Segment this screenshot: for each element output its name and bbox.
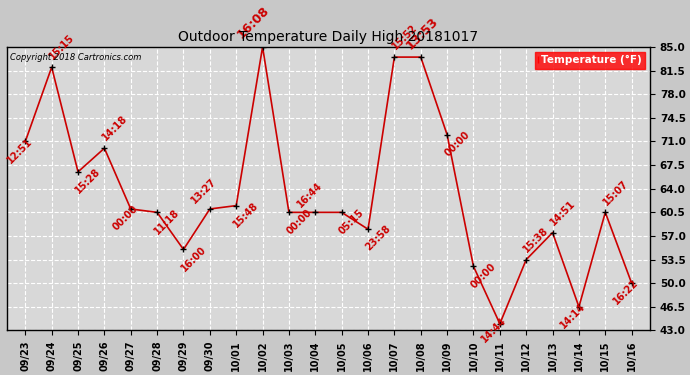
Text: 15:48: 15:48 <box>232 200 261 229</box>
Text: 13:53: 13:53 <box>404 14 441 52</box>
Text: 15:07: 15:07 <box>601 178 630 207</box>
Text: 14:14: 14:14 <box>559 302 588 330</box>
Text: 15:38: 15:38 <box>522 225 551 254</box>
Text: Copyright 2018 Cartronics.com: Copyright 2018 Cartronics.com <box>10 53 141 62</box>
Text: 14:44: 14:44 <box>480 315 509 344</box>
Text: 05:15: 05:15 <box>337 207 366 236</box>
Title: Outdoor Temperature Daily High 20181017: Outdoor Temperature Daily High 20181017 <box>179 30 479 44</box>
Text: 15:52: 15:52 <box>390 23 419 52</box>
Text: 12:51: 12:51 <box>5 136 34 165</box>
Text: 13:27: 13:27 <box>190 177 219 206</box>
Text: 14:18: 14:18 <box>100 114 129 143</box>
Text: 00:00: 00:00 <box>469 261 498 290</box>
Text: 16:44: 16:44 <box>295 180 324 209</box>
Text: 16:08: 16:08 <box>235 4 273 42</box>
Text: 11:18: 11:18 <box>152 207 181 236</box>
Text: 14:51: 14:51 <box>548 198 577 227</box>
Text: 00:00: 00:00 <box>284 207 313 236</box>
Legend: Temperature (°F): Temperature (°F) <box>535 52 645 69</box>
Text: 00:00: 00:00 <box>110 204 139 232</box>
Text: 23:58: 23:58 <box>364 224 393 253</box>
Text: 00:00: 00:00 <box>443 129 472 158</box>
Text: 16:00: 16:00 <box>179 244 208 273</box>
Text: 15:28: 15:28 <box>74 166 103 195</box>
Text: 15:15: 15:15 <box>47 33 76 62</box>
Text: 16:22: 16:22 <box>611 278 640 307</box>
